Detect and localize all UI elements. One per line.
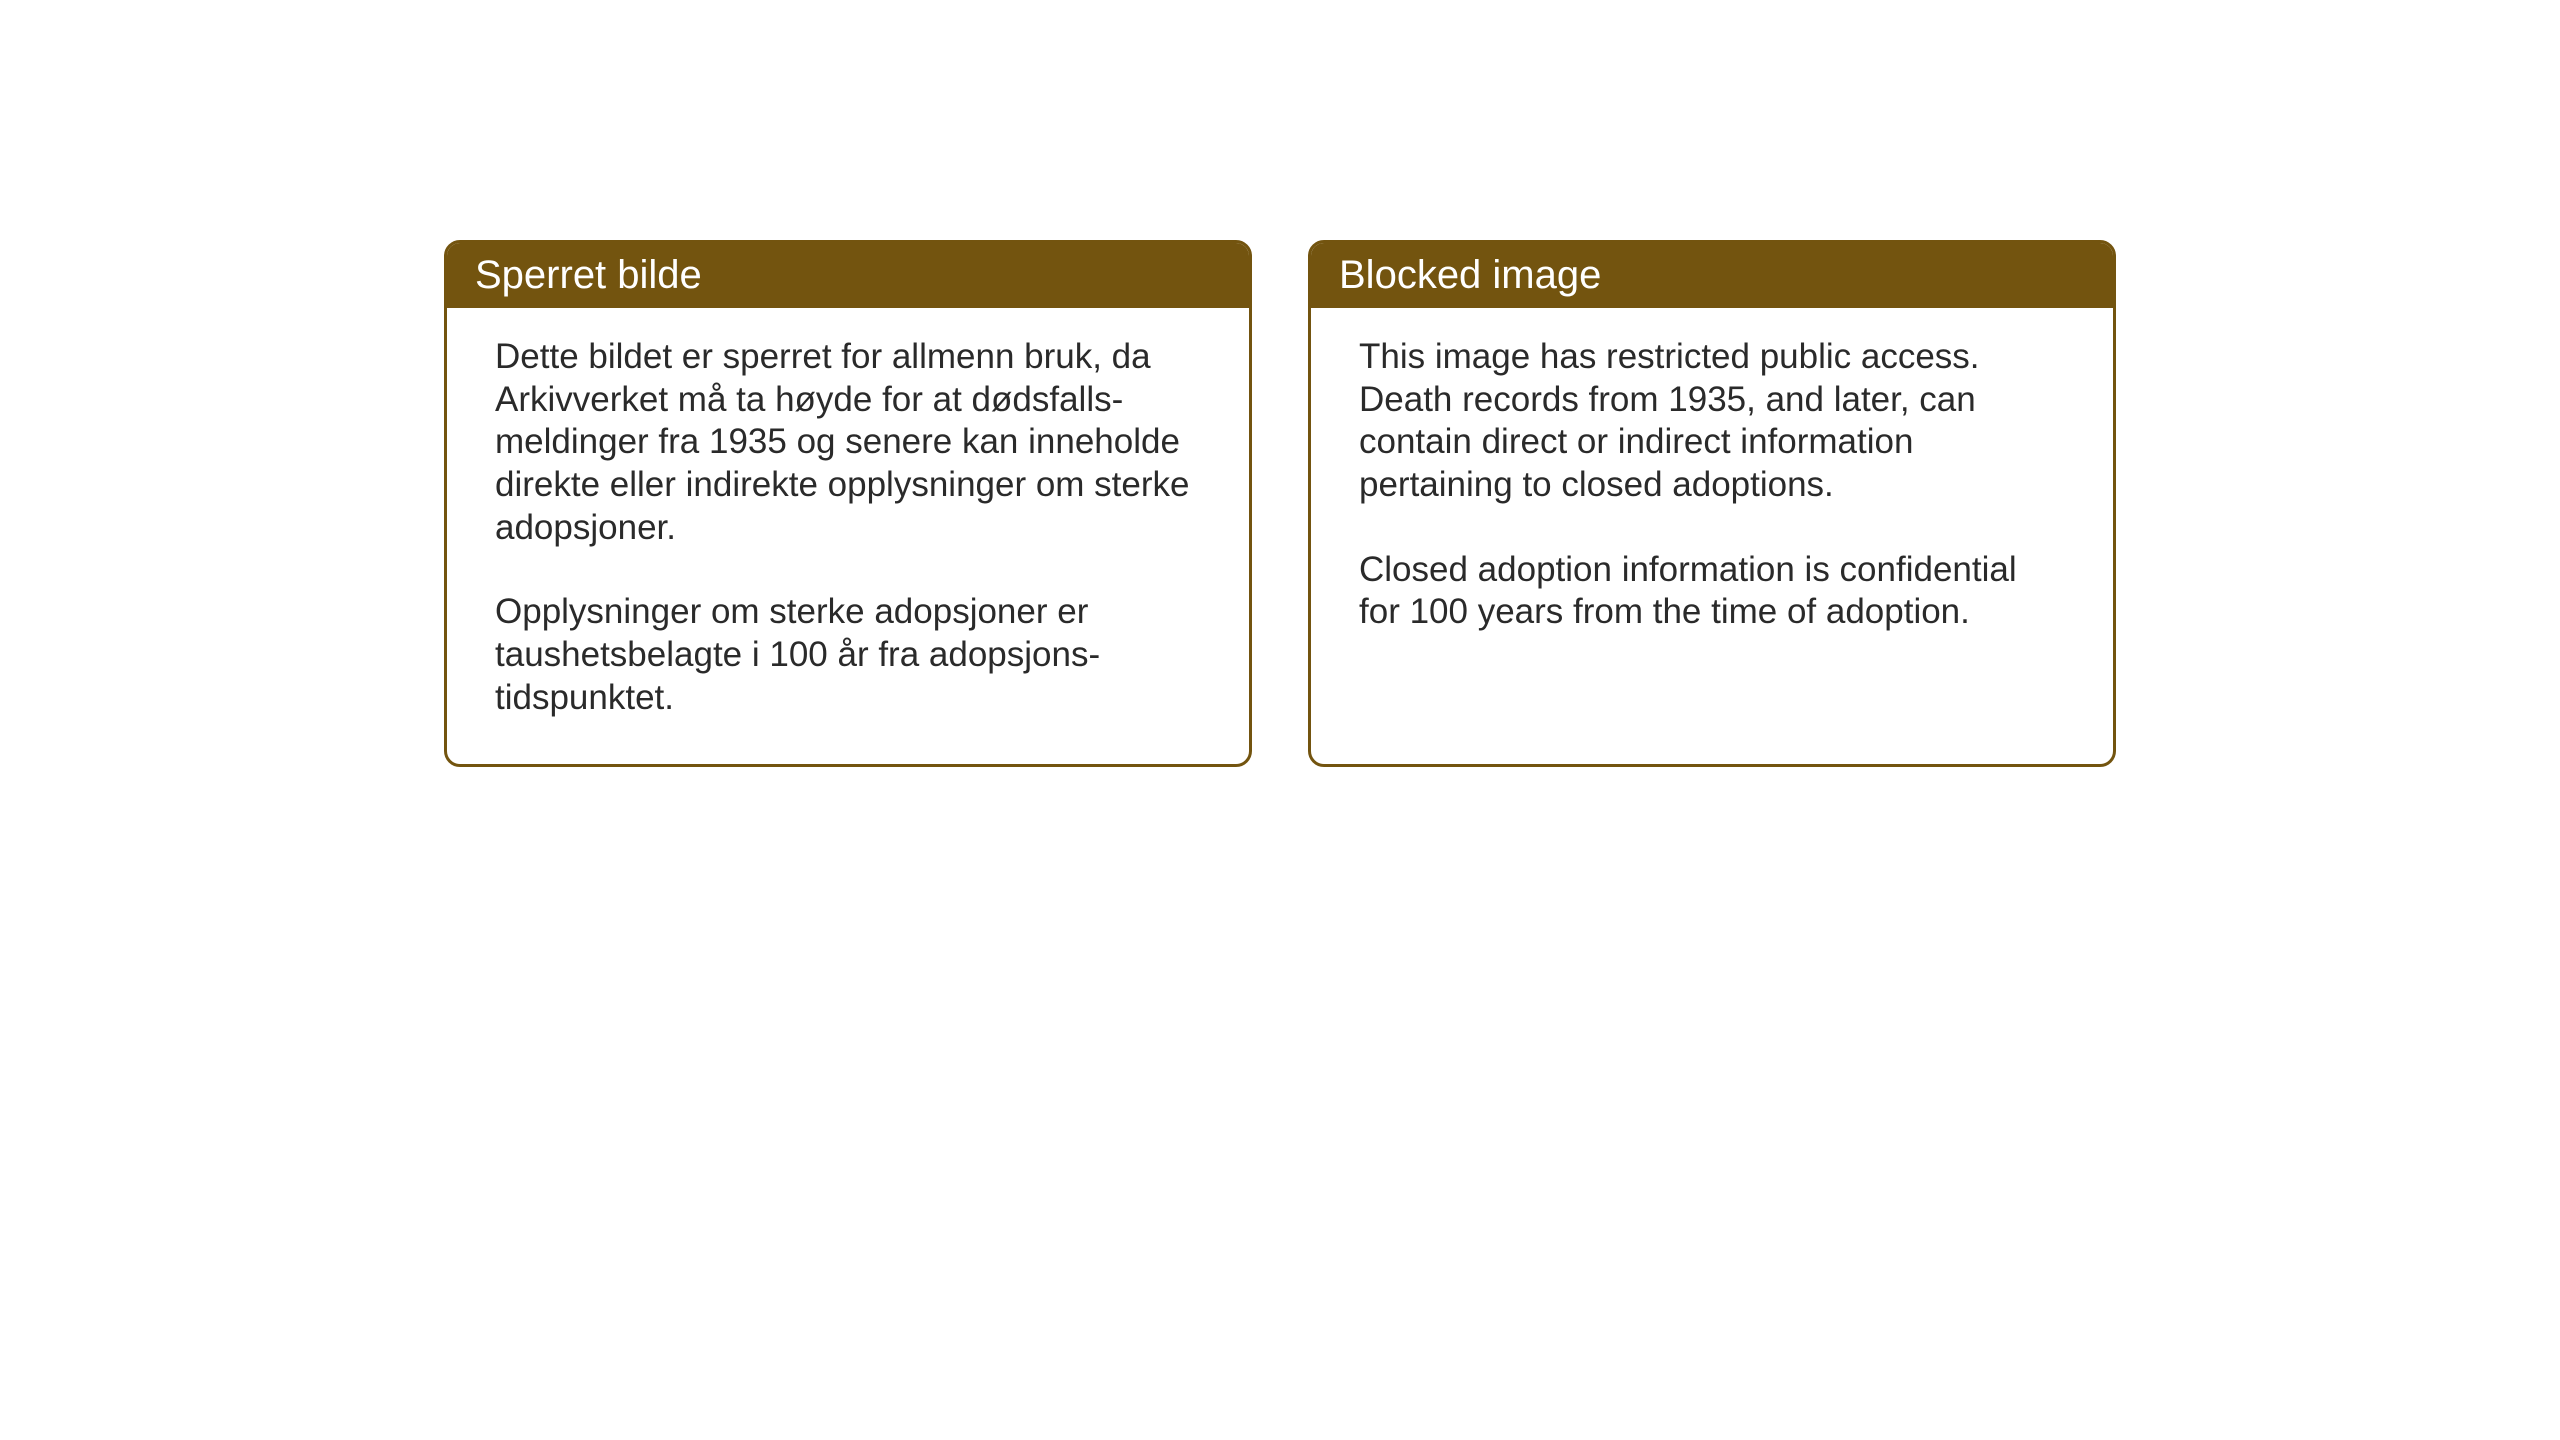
info-cards-container: Sperret bilde Dette bildet er sperret fo…: [444, 240, 2116, 767]
card-paragraph: Opplysninger om sterke adopsjoner er tau…: [495, 591, 1201, 719]
info-card-norwegian: Sperret bilde Dette bildet er sperret fo…: [444, 240, 1252, 767]
card-paragraph: This image has restricted public access.…: [1359, 336, 2065, 507]
info-card-english: Blocked image This image has restricted …: [1308, 240, 2116, 767]
card-header-english: Blocked image: [1311, 243, 2113, 308]
card-paragraph: Dette bildet er sperret for allmenn bruk…: [495, 336, 1201, 549]
card-title: Sperret bilde: [475, 253, 702, 297]
card-paragraph: Closed adoption information is confident…: [1359, 549, 2065, 634]
card-title: Blocked image: [1339, 253, 1601, 297]
card-body-norwegian: Dette bildet er sperret for allmenn bruk…: [447, 308, 1249, 764]
card-header-norwegian: Sperret bilde: [447, 243, 1249, 308]
card-body-english: This image has restricted public access.…: [1311, 308, 2113, 728]
